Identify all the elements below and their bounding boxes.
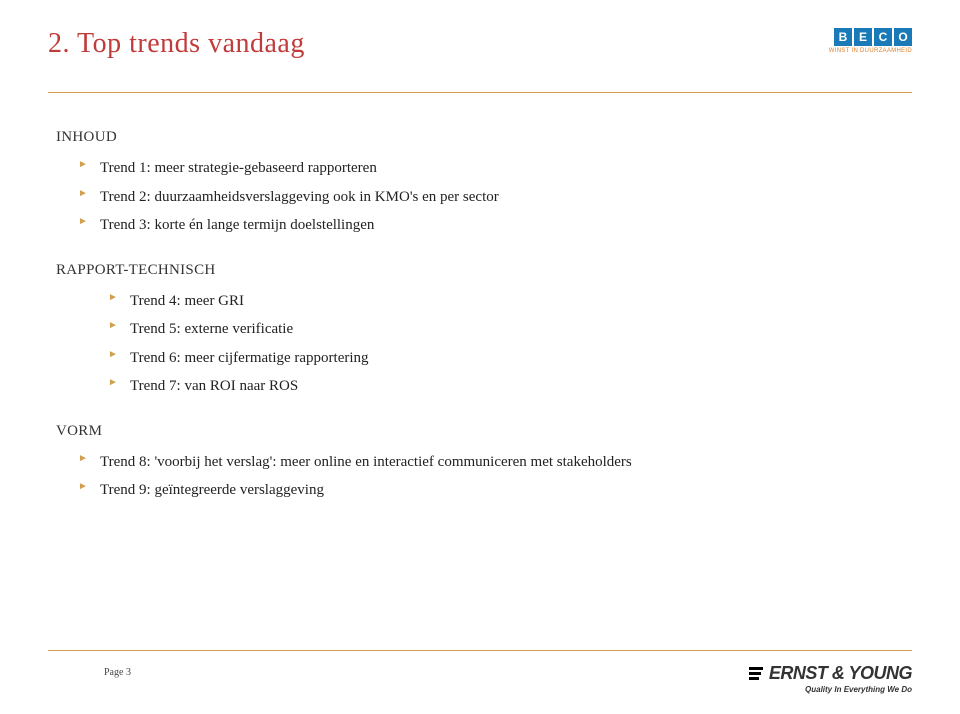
section-label: INHOUD bbox=[56, 129, 912, 146]
beco-tagline: WINST IN DUURZAAMHEID bbox=[829, 48, 912, 54]
ey-name-text: ERNST & YOUNG bbox=[769, 663, 912, 684]
bullet-list: Trend 8: 'voorbij het verslag': meer onl… bbox=[56, 448, 912, 505]
page-title: 2. Top trends vandaag bbox=[48, 28, 305, 60]
list-item: Trend 5: externe verificatie bbox=[108, 315, 912, 344]
list-item: Trend 8: 'voorbij het verslag': meer onl… bbox=[78, 448, 912, 477]
list-item: Trend 2: duurzaamheidsverslaggeving ook … bbox=[78, 183, 912, 212]
content: INHOUD Trend 1: meer strategie-gebaseerd… bbox=[48, 129, 912, 505]
beco-letter: B bbox=[834, 28, 852, 46]
header: 2. Top trends vandaag B E C O WINST IN D… bbox=[48, 28, 912, 93]
list-item: Trend 9: geïntegreerde verslaggeving bbox=[78, 476, 912, 505]
list-item: Trend 4: meer GRI bbox=[108, 287, 912, 316]
section-label: RAPPORT-TECHNISCH bbox=[56, 262, 912, 279]
beco-letter: E bbox=[854, 28, 872, 46]
bullet-list: Trend 1: meer strategie-gebaseerd rappor… bbox=[56, 154, 912, 240]
list-item: Trend 1: meer strategie-gebaseerd rappor… bbox=[78, 154, 912, 183]
beco-letter: O bbox=[894, 28, 912, 46]
list-item: Trend 3: korte én lange termijn doelstel… bbox=[78, 211, 912, 240]
ey-name-row: ERNST & YOUNG bbox=[749, 663, 912, 684]
bullet-list: Trend 4: meer GRI Trend 5: externe verif… bbox=[56, 287, 912, 401]
list-item: Trend 6: meer cijfermatige rapportering bbox=[108, 344, 912, 373]
list-item: Trend 7: van ROI naar ROS bbox=[108, 372, 912, 401]
beco-letter: C bbox=[874, 28, 892, 46]
slide-page: 2. Top trends vandaag B E C O WINST IN D… bbox=[0, 0, 960, 714]
ey-tagline: Quality In Everything We Do bbox=[749, 685, 912, 694]
page-number: Page 3 bbox=[48, 663, 131, 678]
beco-logo: B E C O WINST IN DUURZAAMHEID bbox=[829, 28, 912, 54]
ernst-young-logo: ERNST & YOUNG Quality In Everything We D… bbox=[749, 663, 912, 694]
beco-logo-boxes: B E C O bbox=[829, 28, 912, 46]
footer: Page 3 ERNST & YOUNG Quality In Everythi… bbox=[48, 650, 912, 694]
section-label: VORM bbox=[56, 423, 912, 440]
ey-bars-icon bbox=[749, 667, 763, 680]
